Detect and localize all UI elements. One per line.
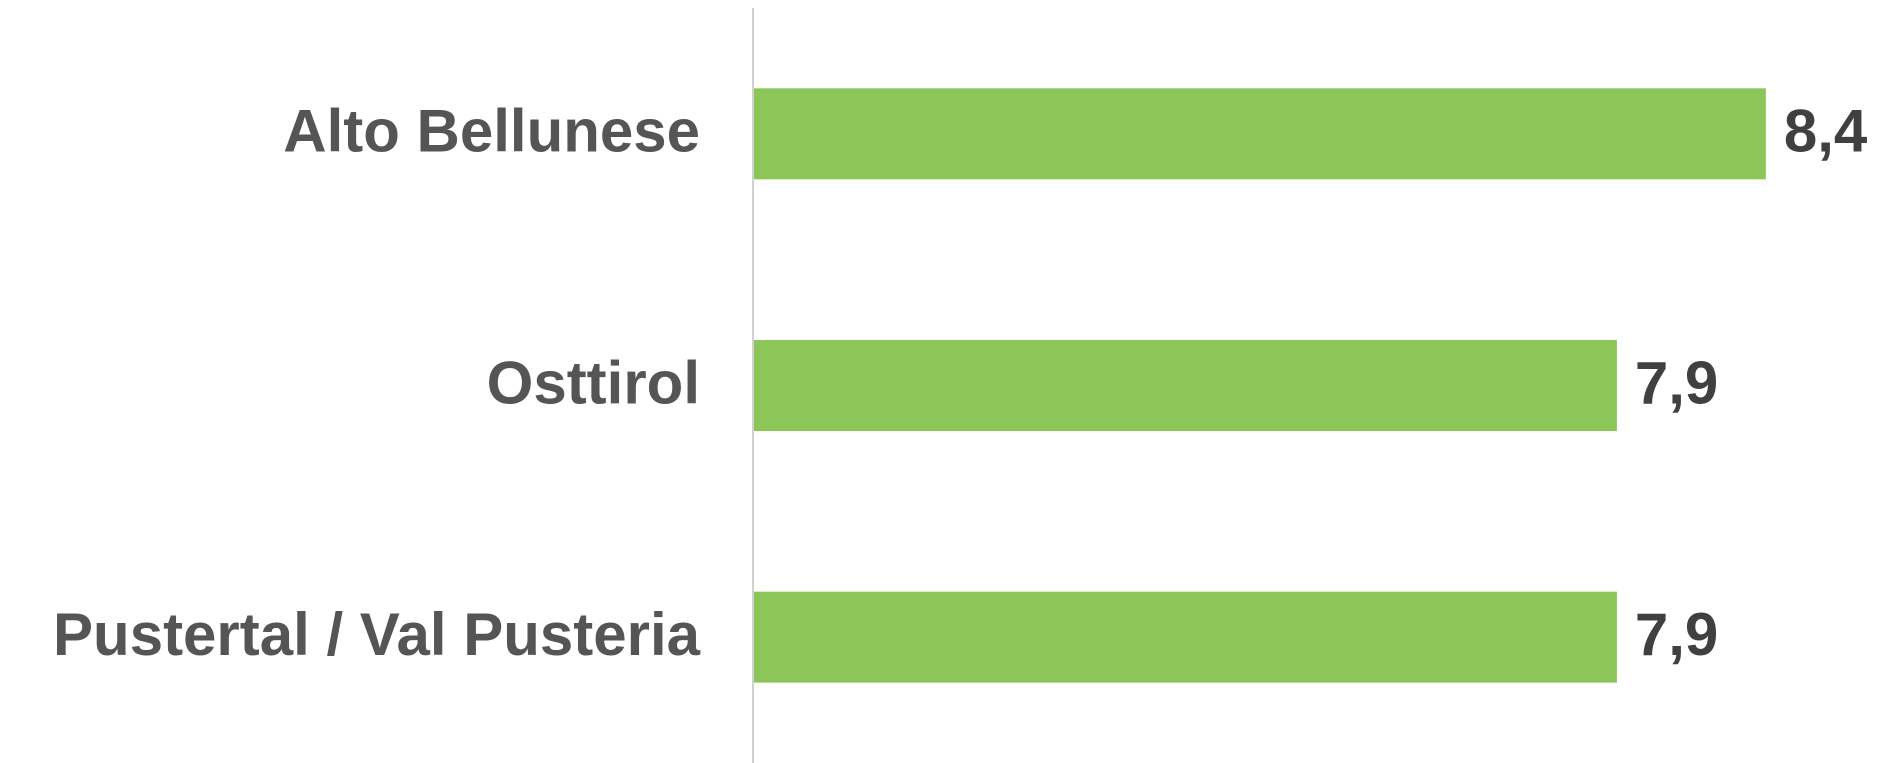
category-label: Pustertal / Val Pusteria bbox=[53, 601, 701, 668]
bar bbox=[753, 88, 1766, 180]
category-label: Alto Bellunese bbox=[283, 98, 700, 165]
category-label: Osttirol bbox=[487, 349, 700, 416]
value-label: 7,9 bbox=[1635, 601, 1718, 668]
value-label: 7,9 bbox=[1635, 349, 1718, 416]
bar bbox=[753, 591, 1617, 683]
value-label: 8,4 bbox=[1784, 98, 1868, 165]
bar bbox=[753, 340, 1617, 431]
